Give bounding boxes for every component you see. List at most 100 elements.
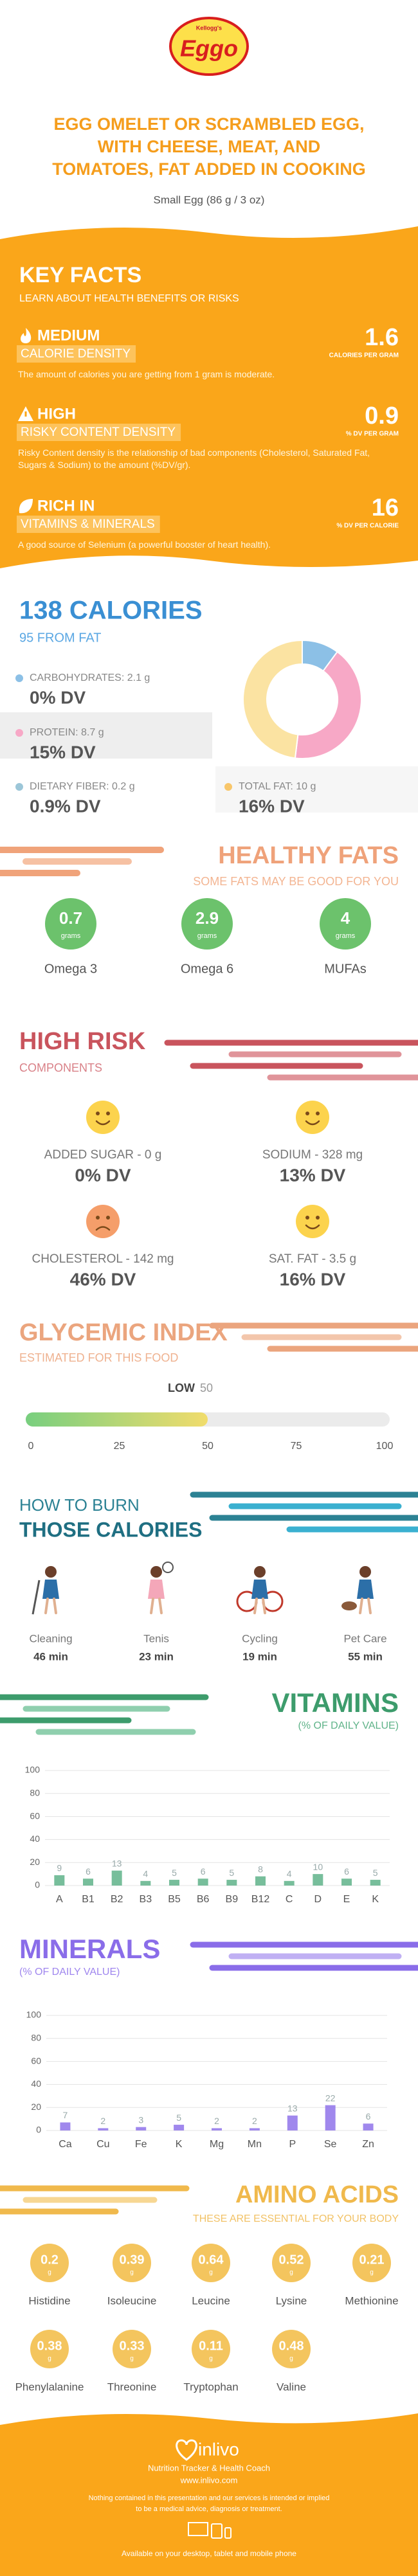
x-tick-label: Cu	[96, 2139, 109, 2150]
x-tick-label: B3	[140, 1894, 152, 1905]
value-label: 22	[325, 2093, 336, 2103]
x-tick-label: Ca	[59, 2139, 72, 2150]
bar	[54, 1875, 65, 1886]
value-label: 3	[138, 2114, 143, 2125]
serving: Small Egg (86 g / 3 oz)	[154, 194, 265, 206]
x-tick-label: Zn	[362, 2139, 374, 2150]
amino-name: Leucine	[192, 2294, 230, 2307]
amino-unit: g	[209, 2269, 213, 2276]
nutrient-background	[0, 712, 212, 759]
face	[296, 1101, 329, 1134]
icon-head	[359, 1566, 371, 1578]
disclaimer: to be a medical advice, diagnosis or tre…	[136, 2505, 282, 2513]
amino-circle	[352, 2244, 391, 2282]
icon-legs	[150, 1598, 163, 1614]
fact-name: VITAMINS & MINERALS	[21, 518, 155, 531]
fat-circle	[320, 898, 371, 950]
fact-unit: % DV PER GRAM	[346, 431, 399, 438]
amino-value: 0.33	[120, 2339, 145, 2353]
face-eye	[305, 1112, 309, 1115]
bar	[341, 1878, 352, 1886]
fact-description-box: The amount of calories you are getting f…	[18, 369, 275, 379]
icon-body	[357, 1580, 374, 1599]
donut-slice	[242, 639, 303, 759]
brand-heart	[176, 2439, 197, 2461]
risk-label: CHOLESTEROL - 142 mg	[32, 1252, 174, 1266]
nutrient-dv: 0.9% DV	[30, 796, 101, 816]
section-title: KEY FACTS	[19, 263, 141, 287]
risk-dv: 46% DV	[70, 1269, 136, 1289]
value-label: 5	[373, 1868, 378, 1878]
icon-body	[42, 1580, 59, 1599]
face-eye	[106, 1216, 110, 1220]
gauge-fill	[26, 1412, 208, 1427]
fact-value: 16	[372, 494, 399, 521]
amino-unit: g	[48, 2269, 51, 2276]
amino-name: Isoleucine	[107, 2294, 157, 2307]
value-label: 6	[344, 1866, 349, 1877]
value-label: 2	[100, 2116, 105, 2126]
face-mouth	[95, 1226, 111, 1231]
bar	[60, 2122, 71, 2130]
risk-label: SODIUM - 328 mg	[262, 1148, 363, 1162]
fat-value: 2.9	[195, 908, 219, 928]
device-tablet	[211, 2523, 223, 2539]
fat-circle	[181, 898, 233, 950]
activity-time: 19 min	[242, 1650, 277, 1662]
amino-name: Phenylalanine	[15, 2381, 84, 2393]
icon-head	[254, 1566, 266, 1578]
availability: Available on your desktop, tablet and mo…	[122, 2549, 296, 2558]
fact-unit: % DV PER CALORIE	[336, 523, 399, 530]
bar	[83, 1878, 93, 1886]
fat-unit: grams	[336, 932, 356, 940]
fat-unit: grams	[197, 932, 217, 940]
device-phone	[224, 2527, 232, 2539]
amino-unit: g	[289, 2355, 293, 2363]
value-label: 5	[176, 2112, 181, 2123]
amino-circle	[113, 2330, 151, 2368]
value-label: 13	[112, 1858, 122, 1868]
risk-label: ADDED SUGAR - 0 g	[44, 1148, 162, 1162]
donut-slice	[294, 651, 362, 759]
face-eye	[305, 1216, 309, 1220]
x-tick-label: 100	[376, 1441, 394, 1452]
section-subtitle: SOME FATS MAY BE GOOD FOR YOU	[193, 875, 399, 888]
section-title: MINERALS	[19, 1934, 160, 1964]
x-tick-label: B1	[82, 1894, 95, 1905]
nutrient-dv: 15% DV	[30, 742, 96, 762]
y-tick-label: 60	[31, 2055, 41, 2066]
amino-unit: g	[289, 2269, 293, 2276]
bar	[313, 1874, 323, 1886]
y-tick-label: 80	[31, 2033, 41, 2043]
icon-leaf	[19, 499, 33, 514]
gauge-value: 50	[200, 1382, 213, 1394]
activity-time: 55 min	[348, 1650, 383, 1662]
fact-description: The amount of calories you are getting f…	[18, 369, 275, 379]
amino-unit: g	[370, 2269, 374, 2276]
fact-highlight	[17, 516, 160, 533]
x-tick-label: Fe	[135, 2139, 147, 2150]
amino-value: 0.21	[359, 2253, 385, 2267]
x-tick-label: C	[286, 1894, 293, 1905]
icon-dog	[341, 1601, 357, 1610]
section-subtitle: THOSE CALORIES	[19, 1518, 202, 1541]
section-subtitle: COMPONENTS	[19, 1061, 102, 1074]
fat-value: 0.7	[59, 908, 82, 928]
title: WITH CHEESE, MEAT, AND	[98, 137, 321, 156]
bar	[249, 2128, 260, 2130]
value-label: 2	[214, 2116, 219, 2126]
nutrient-label: PROTEIN: 8.7 g	[30, 727, 104, 738]
face-eye	[96, 1216, 100, 1220]
x-tick-label: P	[289, 2139, 296, 2150]
face	[296, 1205, 329, 1238]
title: EGG OMELET OR SCRAMBLED EGG,	[53, 114, 364, 134]
nutrient-label: DIETARY FIBER: 0.2 g	[30, 781, 135, 792]
fact-level: HIGH	[37, 405, 76, 422]
fat-name: Omega 6	[181, 962, 233, 976]
value-label: 5	[229, 1868, 234, 1878]
footer-background	[0, 2413, 418, 2576]
activity-name: Cycling	[242, 1632, 278, 1644]
value-label: 6	[201, 1866, 206, 1877]
bar	[174, 2125, 185, 2130]
value-label: 4	[287, 1869, 292, 1879]
